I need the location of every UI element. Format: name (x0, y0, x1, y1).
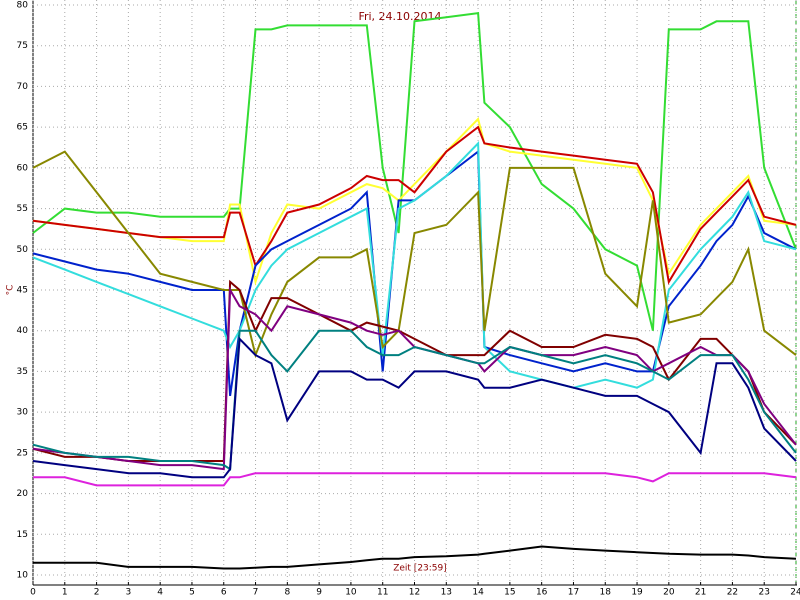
y-tick-label: 30 (17, 408, 29, 418)
series-line (33, 472, 797, 487)
series-line (32, 279, 797, 462)
x-tick-label: 19 (631, 588, 643, 598)
x-tick-label: 0 (30, 588, 36, 598)
y-axis-label: °C (6, 285, 16, 296)
x-tick-label: 6 (221, 588, 227, 598)
y-tick-label: 60 (17, 163, 29, 173)
annotation: Zeit [23:59] (393, 564, 447, 574)
series-line (32, 125, 797, 285)
y-tick-label: 20 (17, 489, 29, 499)
series-line (32, 336, 797, 479)
chart-title: Fri, 24.10.2014 (358, 10, 441, 23)
x-tick-label: 1 (62, 588, 68, 598)
x-tick-label: 16 (536, 588, 548, 598)
x-tick-label: 18 (600, 588, 612, 598)
x-tick-label: 13 (441, 588, 452, 598)
series-line (32, 141, 797, 389)
x-tick-label: 2 (94, 588, 100, 598)
series-line (32, 117, 797, 286)
y-tick-label: 50 (17, 245, 29, 255)
x-tick-label: 15 (504, 588, 515, 598)
x-tick-label: 12 (409, 588, 420, 598)
x-tick-label: 20 (663, 588, 675, 598)
x-tick-label: 21 (695, 588, 706, 598)
x-tick-label: 10 (345, 588, 357, 598)
x-tick-label: 11 (377, 588, 388, 598)
y-tick-label: 80 (17, 1, 29, 11)
y-tick-label: 55 (17, 204, 28, 214)
y-tick-label: 65 (17, 123, 28, 133)
y-tick-label: 40 (17, 326, 29, 336)
series-line (32, 329, 797, 471)
x-tick-label: 4 (157, 588, 163, 598)
series-line (33, 545, 797, 570)
y-tick-label: 35 (17, 367, 28, 377)
series-line (32, 149, 797, 397)
series-line (32, 150, 797, 359)
y-tick-label: 75 (17, 41, 28, 51)
x-tick-label: 3 (126, 588, 132, 598)
y-tick-label: 25 (17, 448, 28, 458)
x-tick-label: 8 (284, 588, 290, 598)
x-tick-label: 24 (790, 588, 800, 598)
series-line (32, 11, 797, 331)
x-tick-label: 22 (727, 588, 738, 598)
x-tick-label: 14 (472, 588, 484, 598)
y-tick-label: 45 (17, 286, 28, 296)
x-tick-label: 7 (253, 588, 259, 598)
y-tick-label: 10 (17, 571, 29, 581)
series-line (32, 286, 797, 471)
x-tick-label: 5 (189, 588, 195, 598)
x-tick-label: 9 (316, 588, 322, 598)
x-tick-label: 23 (758, 588, 769, 598)
y-tick-label: 15 (17, 530, 28, 540)
x-tick-label: 17 (568, 588, 579, 598)
y-tick-label: 70 (17, 82, 29, 92)
